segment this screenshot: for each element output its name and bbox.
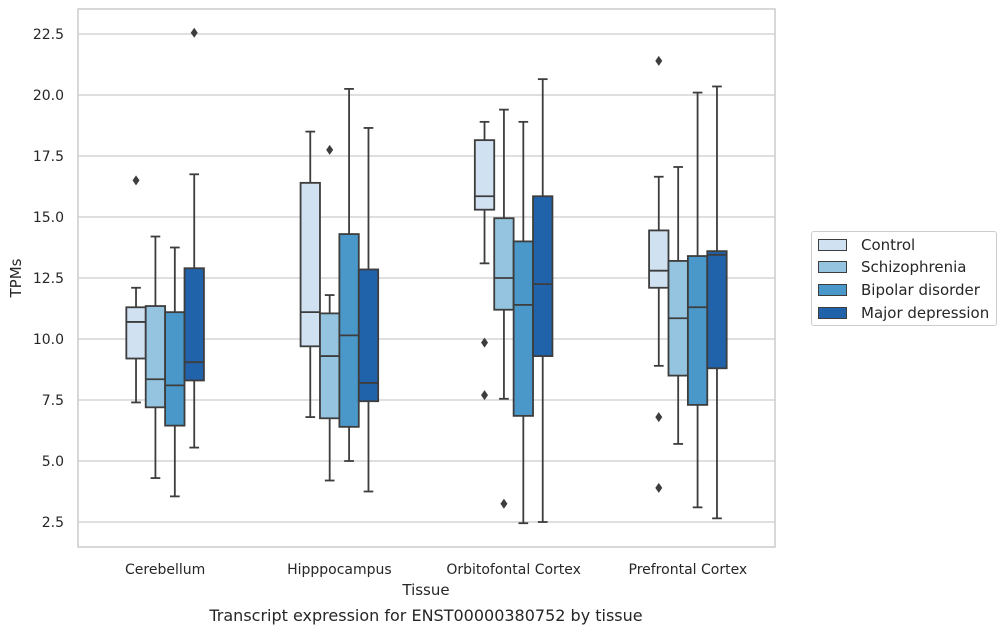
legend-label-bipolar-disorder: Bipolar disorder <box>861 281 980 299</box>
box-iqr <box>493 217 515 311</box>
box-iqr <box>299 181 321 348</box>
outlier-point <box>481 337 489 348</box>
outlier-point <box>655 482 663 493</box>
box-iqr <box>183 267 205 382</box>
box-control <box>648 55 670 493</box>
y-tick-label: 5.0 <box>42 454 64 470</box>
box-schizophrenia <box>144 235 167 479</box>
box-bipolar-disorder <box>512 120 534 525</box>
outlier-point <box>655 412 663 423</box>
x-tick-label: Cerebellum <box>125 562 205 578</box>
box-control <box>473 120 496 401</box>
box-iqr <box>686 255 709 406</box>
x-axis-label: Tissue <box>401 581 449 599</box>
legend: Control Schizophrenia Bipolar disorder M… <box>811 231 997 326</box>
y-tick-label: 15.0 <box>33 210 64 226</box>
box-iqr <box>144 305 167 409</box>
box-major-depression <box>183 27 205 449</box>
y-tick-label: 12.5 <box>33 271 64 287</box>
y-tick-label: 2.5 <box>42 515 64 531</box>
box-control <box>299 130 321 418</box>
legend-label-major-depression: Major depression <box>861 304 990 322</box>
box-iqr <box>706 250 728 370</box>
outlier-point <box>190 27 198 38</box>
box-bipolar-disorder <box>164 246 186 498</box>
x-tick-label: Orbitofontal Cortex <box>446 562 581 578</box>
outlier-point <box>326 144 334 155</box>
box-iqr <box>319 312 341 420</box>
box-iqr <box>532 195 554 357</box>
box-major-depression <box>532 78 554 523</box>
outlier-point <box>132 175 140 186</box>
x-tick-label: Hipppocampus <box>287 562 392 578</box>
box-iqr <box>164 311 186 427</box>
box-iqr <box>125 306 147 360</box>
legend-item-major-depression: Major depression <box>818 303 989 323</box>
outlier-point <box>500 498 508 509</box>
y-axis-label: TPMs <box>7 258 25 298</box>
box-iqr <box>357 268 380 403</box>
box-iqr <box>512 240 534 417</box>
legend-item-bipolar-disorder: Bipolar disorder <box>818 280 980 300</box>
legend-item-control: Control <box>818 235 915 255</box>
box-iqr <box>648 229 670 289</box>
legend-label-control: Control <box>861 236 916 254</box>
box-major-depression <box>357 127 380 493</box>
legend-item-schizophrenia: Schizophrenia <box>818 257 966 277</box>
box-bipolar-disorder <box>686 91 709 509</box>
box-iqr <box>473 139 496 211</box>
box-control <box>125 175 147 404</box>
y-tick-label: 22.5 <box>33 27 64 43</box>
y-tick-label: 20.0 <box>33 88 64 104</box>
y-tick-label: 7.5 <box>42 393 64 409</box>
y-tick-label: 17.5 <box>33 149 64 165</box>
x-tick-label: Prefrontal Cortex <box>629 562 748 578</box>
box-schizophrenia <box>667 166 689 445</box>
plot-frame <box>77 8 776 548</box>
x-tick-labels: Cerebellum Hipppocampus Orbitofontal Corte… <box>125 562 747 578</box>
box-schizophrenia <box>493 108 515 509</box>
legend-swatch-control <box>818 239 847 251</box>
box-series <box>125 27 728 525</box>
box-iqr <box>338 233 360 428</box>
outlier-point <box>481 390 489 401</box>
legend-label-schizophrenia: Schizophrenia <box>861 258 967 276</box>
box-bipolar-disorder <box>338 88 360 462</box>
box-major-depression <box>706 85 728 520</box>
legend-swatch-bipolar-disorder <box>818 284 847 296</box>
y-tick-labels: 2.5 5.0 7.5 10.0 12.5 15.0 17.5 20.0 22.5 <box>33 27 64 531</box>
legend-swatch-schizophrenia <box>818 261 847 273</box>
box-schizophrenia <box>319 144 341 482</box>
legend-swatch-major-depression <box>818 307 847 319</box>
y-tick-label: 10.0 <box>33 332 64 348</box>
figure-caption: Transcript expression for ENST0000038075… <box>209 606 643 625</box>
outlier-point <box>655 55 663 66</box>
